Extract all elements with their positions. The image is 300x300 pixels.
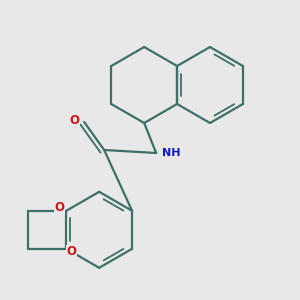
Text: O: O: [69, 113, 79, 127]
Text: O: O: [66, 245, 76, 258]
Text: O: O: [54, 201, 64, 214]
Text: NH: NH: [162, 148, 181, 158]
